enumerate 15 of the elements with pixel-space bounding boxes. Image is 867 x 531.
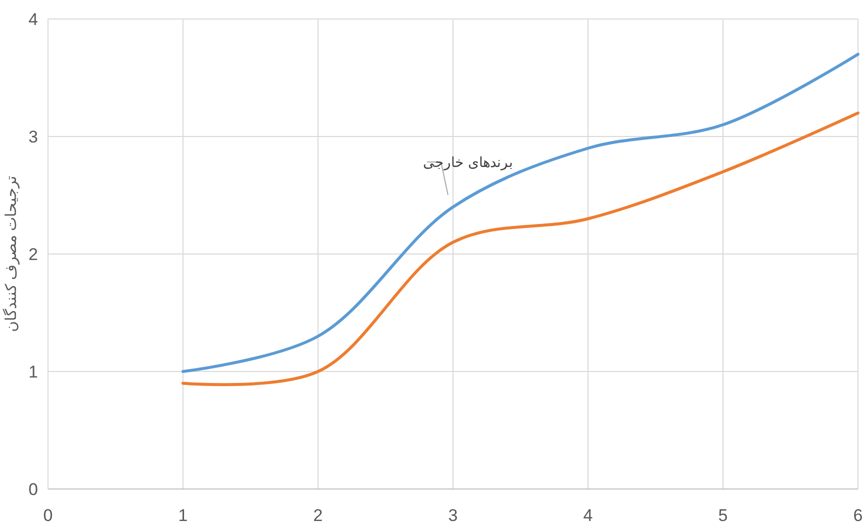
x-tick-label: 1 [178, 506, 188, 525]
series-label: برندهای خارجی [423, 154, 513, 171]
y-tick-label: 0 [28, 480, 38, 499]
x-tick-label: 3 [448, 506, 458, 525]
x-tick-label: 0 [43, 506, 53, 525]
y-tick-label: 1 [28, 362, 38, 382]
x-tick-label: 2 [313, 506, 323, 525]
x-tick-label: 5 [718, 506, 728, 525]
line-series [182, 52, 860, 373]
x-tick-label: 6 [853, 506, 863, 525]
y-tick-label: 4 [28, 10, 38, 29]
y-axis-title: ترجیحات مصرف کنندگان [2, 176, 20, 332]
x-tick-label: 4 [583, 506, 593, 525]
y-tick-label: 3 [28, 128, 38, 146]
y-tick-label: 2 [28, 245, 38, 264]
